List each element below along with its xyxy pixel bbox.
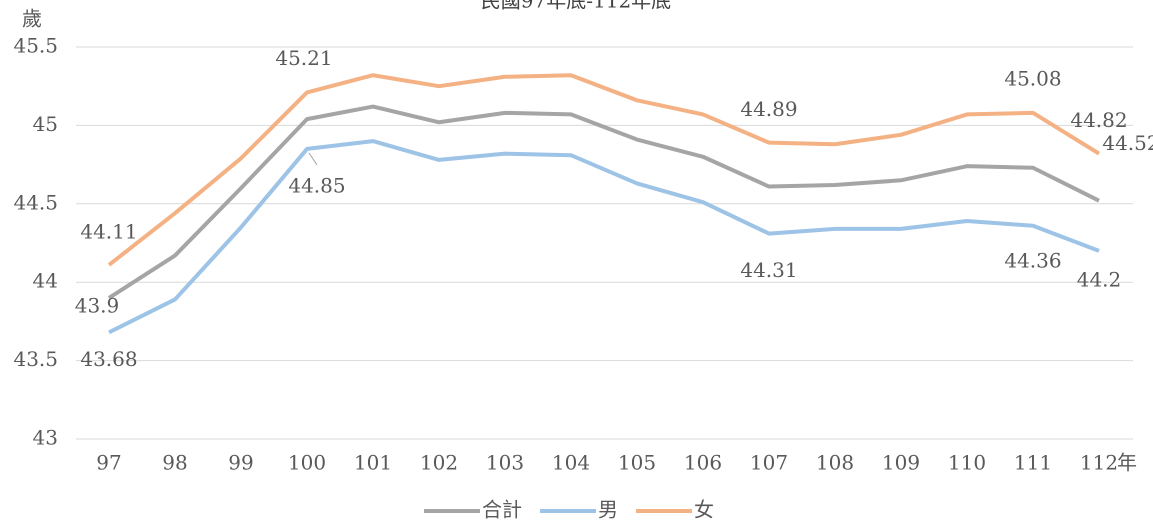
legend-label: 合計 bbox=[482, 498, 522, 521]
x-tick-label: 106 bbox=[684, 451, 722, 475]
chart-title: 民國97年底-112年底 bbox=[481, 0, 671, 13]
y-unit: 歲 bbox=[22, 7, 42, 31]
series-line bbox=[107, 104, 1100, 300]
data-label: 44.11 bbox=[80, 219, 137, 243]
data-label: 44.85 bbox=[288, 173, 345, 197]
x-tick-label: 108 bbox=[816, 451, 854, 475]
data-label: 43.9 bbox=[75, 293, 120, 317]
legend-label: 女 bbox=[694, 498, 714, 521]
legend-label: 男 bbox=[598, 498, 618, 521]
x-tick-label: 103 bbox=[486, 451, 524, 475]
data-label: 44.89 bbox=[740, 97, 797, 121]
x-tick-label: 111 bbox=[1014, 451, 1052, 475]
x-tick-label: 109 bbox=[882, 451, 920, 475]
x-tick-label: 105 bbox=[618, 451, 656, 475]
x-tick-label: 112 bbox=[1080, 451, 1118, 475]
x-tick-label: 97 bbox=[96, 451, 121, 475]
x-tick-label: 104 bbox=[552, 451, 590, 475]
y-tick-label: 45 bbox=[33, 112, 58, 136]
y-tick-label: 43.5 bbox=[13, 347, 58, 371]
leader-line bbox=[308, 152, 318, 166]
y-tick-label: 45.5 bbox=[13, 34, 58, 58]
data-label: 45.21 bbox=[275, 46, 332, 70]
y-tick-label: 43 bbox=[33, 426, 58, 450]
x-tick-label: 102 bbox=[420, 451, 458, 475]
x-tick-label: 101 bbox=[354, 451, 392, 475]
data-label: 43.68 bbox=[80, 347, 137, 371]
data-label: 45.08 bbox=[1004, 66, 1061, 90]
y-tick-label: 44 bbox=[33, 269, 58, 293]
x-tick-label: 100 bbox=[288, 451, 326, 475]
data-label: 44.82 bbox=[1070, 108, 1127, 132]
x-unit: 年 bbox=[1117, 451, 1137, 475]
x-tick-label: 98 bbox=[162, 451, 187, 475]
data-label: 44.31 bbox=[740, 258, 797, 282]
data-label: 44.52 bbox=[1102, 131, 1153, 155]
series-line bbox=[108, 139, 1100, 335]
y-tick-label: 44.5 bbox=[13, 190, 58, 214]
data-label: 44.2 bbox=[1077, 267, 1122, 291]
series-line bbox=[107, 73, 1101, 267]
x-tick-label: 99 bbox=[228, 451, 253, 475]
x-tick-label: 110 bbox=[948, 451, 986, 475]
x-tick-label: 107 bbox=[750, 451, 788, 475]
data-label: 44.36 bbox=[1004, 248, 1061, 272]
